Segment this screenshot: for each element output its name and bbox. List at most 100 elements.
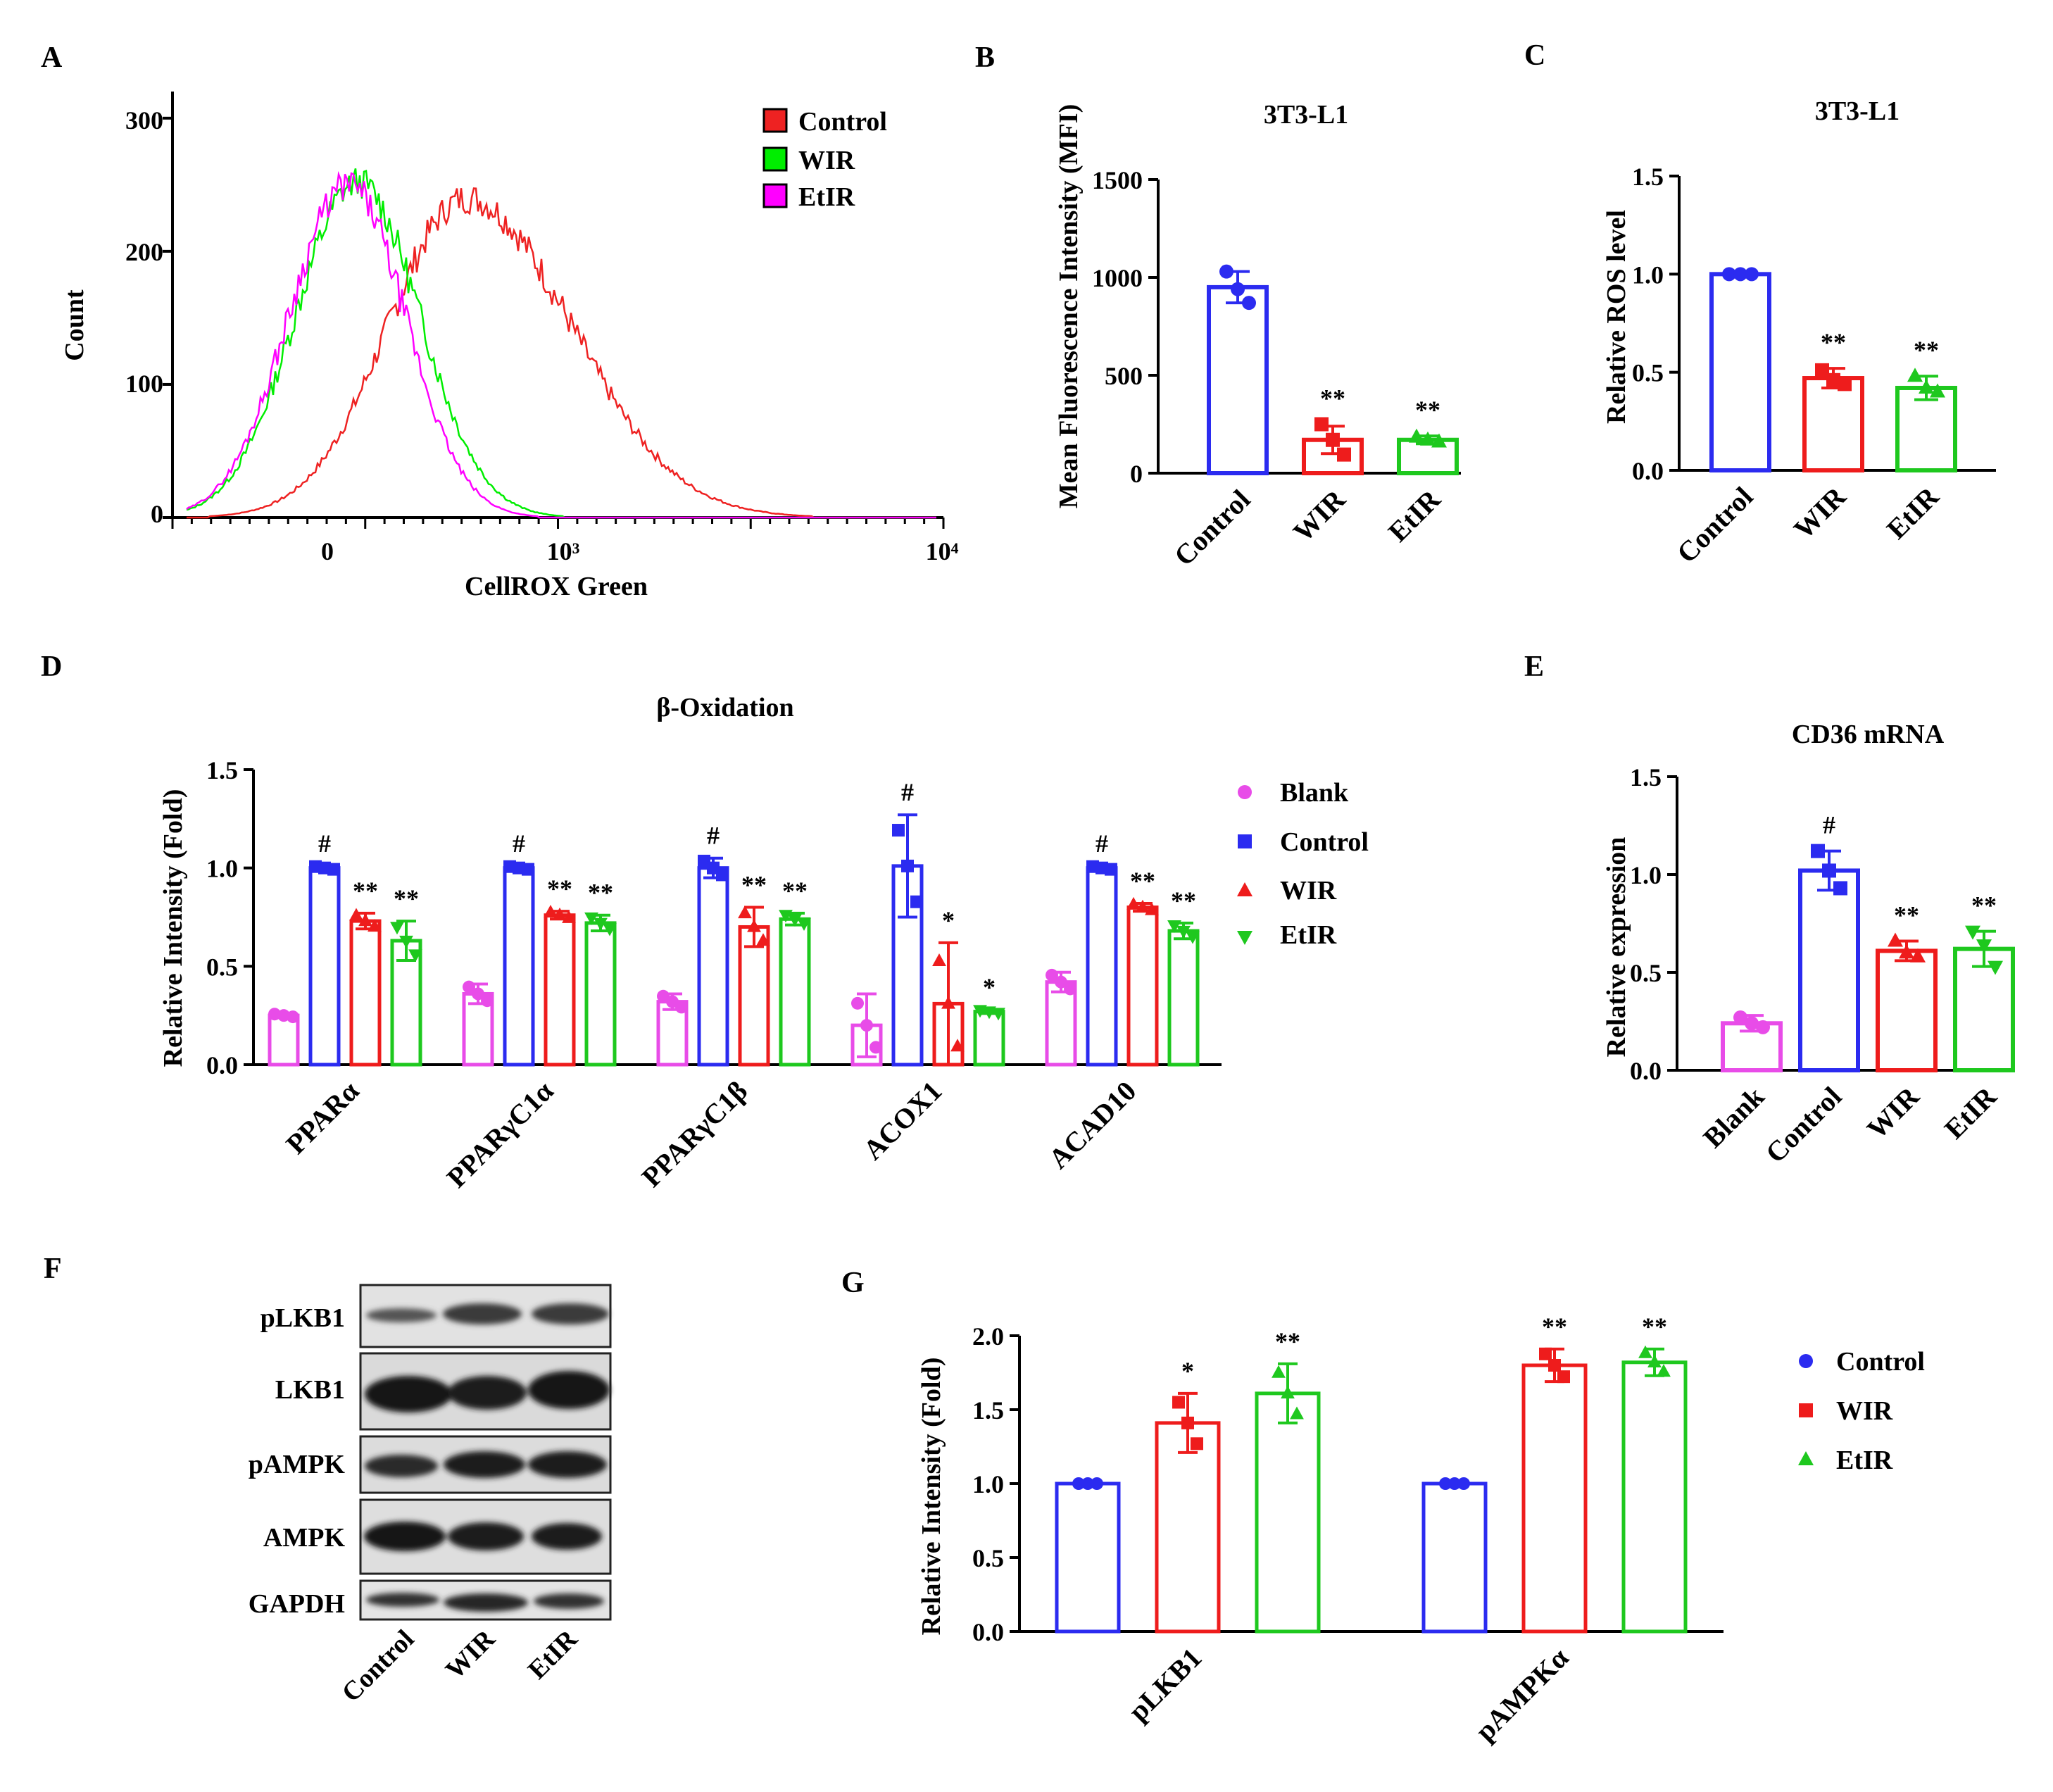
e-bar xyxy=(1876,948,1938,1073)
g-bar xyxy=(1421,1481,1488,1634)
g-ytick-label: 1.0 xyxy=(972,1470,1004,1498)
e-significance: ** xyxy=(1894,901,1919,929)
g-data-point xyxy=(1172,1396,1185,1409)
panel-c-ros-chart: 3T3-L1 Relative ROS level 0.0 0.5 1.0 1.5 Co… xyxy=(1602,96,1996,569)
e-data-point xyxy=(1733,1010,1747,1025)
blot-lane-etir: EtIR xyxy=(522,1624,584,1685)
panel-b-mfi-chart: 3T3-L1 Mean Fluorescence Intensity (MFI)… xyxy=(1054,100,1461,572)
legend-a-swatch-wir xyxy=(762,146,788,172)
d-significance: ** xyxy=(353,877,378,905)
b-category-label: EtIR xyxy=(1382,483,1447,548)
d-data-point xyxy=(463,980,475,994)
g-ytick-label: 0.0 xyxy=(972,1618,1004,1646)
d-data-point xyxy=(991,1008,1005,1021)
d-data-point xyxy=(756,933,770,946)
g-bar xyxy=(1155,1421,1221,1634)
d-significance: ** xyxy=(394,884,419,913)
legend-a-label-control: Control xyxy=(798,107,887,137)
legend-a-label-wir: WIR xyxy=(798,146,855,175)
b-data-point xyxy=(1219,264,1233,279)
d-data-point xyxy=(1167,920,1181,934)
panel-a-histogram: Count CellROX Green 0 100 200 300 0 10³ … xyxy=(60,92,959,601)
g-data-point xyxy=(1448,1477,1461,1490)
g-data-point xyxy=(1191,1437,1203,1450)
d-data-point xyxy=(287,1010,299,1024)
d-data-point xyxy=(408,949,422,963)
g-data-point xyxy=(1281,1386,1295,1399)
d-data-point xyxy=(747,919,761,932)
d-data-point xyxy=(349,908,363,921)
c-data-point xyxy=(1930,383,1945,398)
d-category-label: ACAD10 xyxy=(1043,1075,1143,1175)
e-significance: # xyxy=(1823,811,1835,839)
d-data-point xyxy=(472,987,484,1001)
d-category-label: PPARα xyxy=(280,1075,365,1160)
panel-letter-b: B xyxy=(975,42,995,74)
g-category-label: pAMPKα xyxy=(1469,1642,1575,1748)
legend-a-swatch-control xyxy=(762,108,788,133)
d-data-point xyxy=(327,863,340,876)
panel-c-ylabel: Relative ROS level xyxy=(1602,210,1631,424)
b-data-point xyxy=(1326,432,1340,447)
b-data-point xyxy=(1431,433,1447,448)
d-data-point xyxy=(1145,902,1159,915)
g-data-point xyxy=(1657,1364,1671,1377)
d-legend-marker xyxy=(1238,785,1252,799)
legend-d-label-blank: Blank xyxy=(1280,778,1349,808)
d-data-point xyxy=(779,910,793,923)
panel-f-western-blot: pLKB1 LKB1 pAMPK AMPK GAPDH Control WIR … xyxy=(249,1284,612,1708)
d-data-point xyxy=(797,917,811,931)
b-data-point xyxy=(1337,447,1351,462)
d-bar xyxy=(697,866,729,1067)
g-category-label: pLKB1 xyxy=(1122,1642,1207,1727)
d-significance: * xyxy=(942,906,955,934)
panel-a-xlabel: CellROX Green xyxy=(465,572,648,601)
b-ytick-label: 0 xyxy=(1130,460,1143,488)
d-legend-marker xyxy=(1237,931,1252,945)
c-data-point xyxy=(1826,372,1840,387)
band-gapdh-control xyxy=(366,1593,439,1607)
d-significance: ** xyxy=(1130,867,1155,895)
d-bar xyxy=(584,921,617,1067)
legend-d-label-etir: EtIR xyxy=(1280,920,1337,950)
d-data-point xyxy=(1046,968,1058,982)
blot-label-plkb1: pLKB1 xyxy=(260,1303,345,1333)
d-data-point xyxy=(399,935,413,948)
panel-letter-e: E xyxy=(1524,651,1544,683)
e-data-point xyxy=(1899,944,1914,959)
legend-g-label-etir: EtIR xyxy=(1836,1446,1893,1475)
band-ampk-wir xyxy=(448,1522,524,1550)
d-bar xyxy=(308,866,341,1067)
b-data-point xyxy=(1242,296,1256,311)
d-significance: ** xyxy=(1171,886,1196,915)
band-plkb1-control xyxy=(366,1308,437,1322)
band-pampk-control xyxy=(365,1455,438,1477)
e-data-point xyxy=(1811,844,1825,858)
d-legend-marker xyxy=(1237,882,1252,896)
d-data-point xyxy=(522,863,534,876)
d-ytick-label: 1.5 xyxy=(206,756,238,784)
c-significance: ** xyxy=(1914,336,1939,364)
d-legend-marker xyxy=(1238,834,1252,848)
panel-a-curve-wir xyxy=(186,168,936,519)
d-data-point xyxy=(390,922,404,935)
d-data-point xyxy=(941,996,955,1009)
g-data-point xyxy=(1081,1477,1094,1490)
panel-letter-d: D xyxy=(41,651,62,683)
d-data-point xyxy=(901,859,914,872)
panel-letter-g: G xyxy=(841,1267,865,1299)
g-bar xyxy=(1055,1481,1121,1634)
d-significance: ** xyxy=(547,875,572,903)
e-data-point xyxy=(1745,1016,1759,1031)
b-category-label: Control xyxy=(1168,484,1257,572)
d-significance: ** xyxy=(588,879,613,907)
d-data-point xyxy=(1186,931,1200,944)
g-legend-marker xyxy=(1799,1354,1813,1368)
b-bar xyxy=(1207,284,1269,475)
band-ampk-control xyxy=(364,1522,446,1551)
b-ytick-label: 1000 xyxy=(1092,264,1143,292)
panel-e-ylabel: Relative expression xyxy=(1602,837,1631,1058)
d-data-point xyxy=(358,913,372,927)
legend-a-swatch-etir xyxy=(762,183,788,208)
panel-g-ylabel: Relative Intensity (Fold) xyxy=(917,1358,946,1636)
